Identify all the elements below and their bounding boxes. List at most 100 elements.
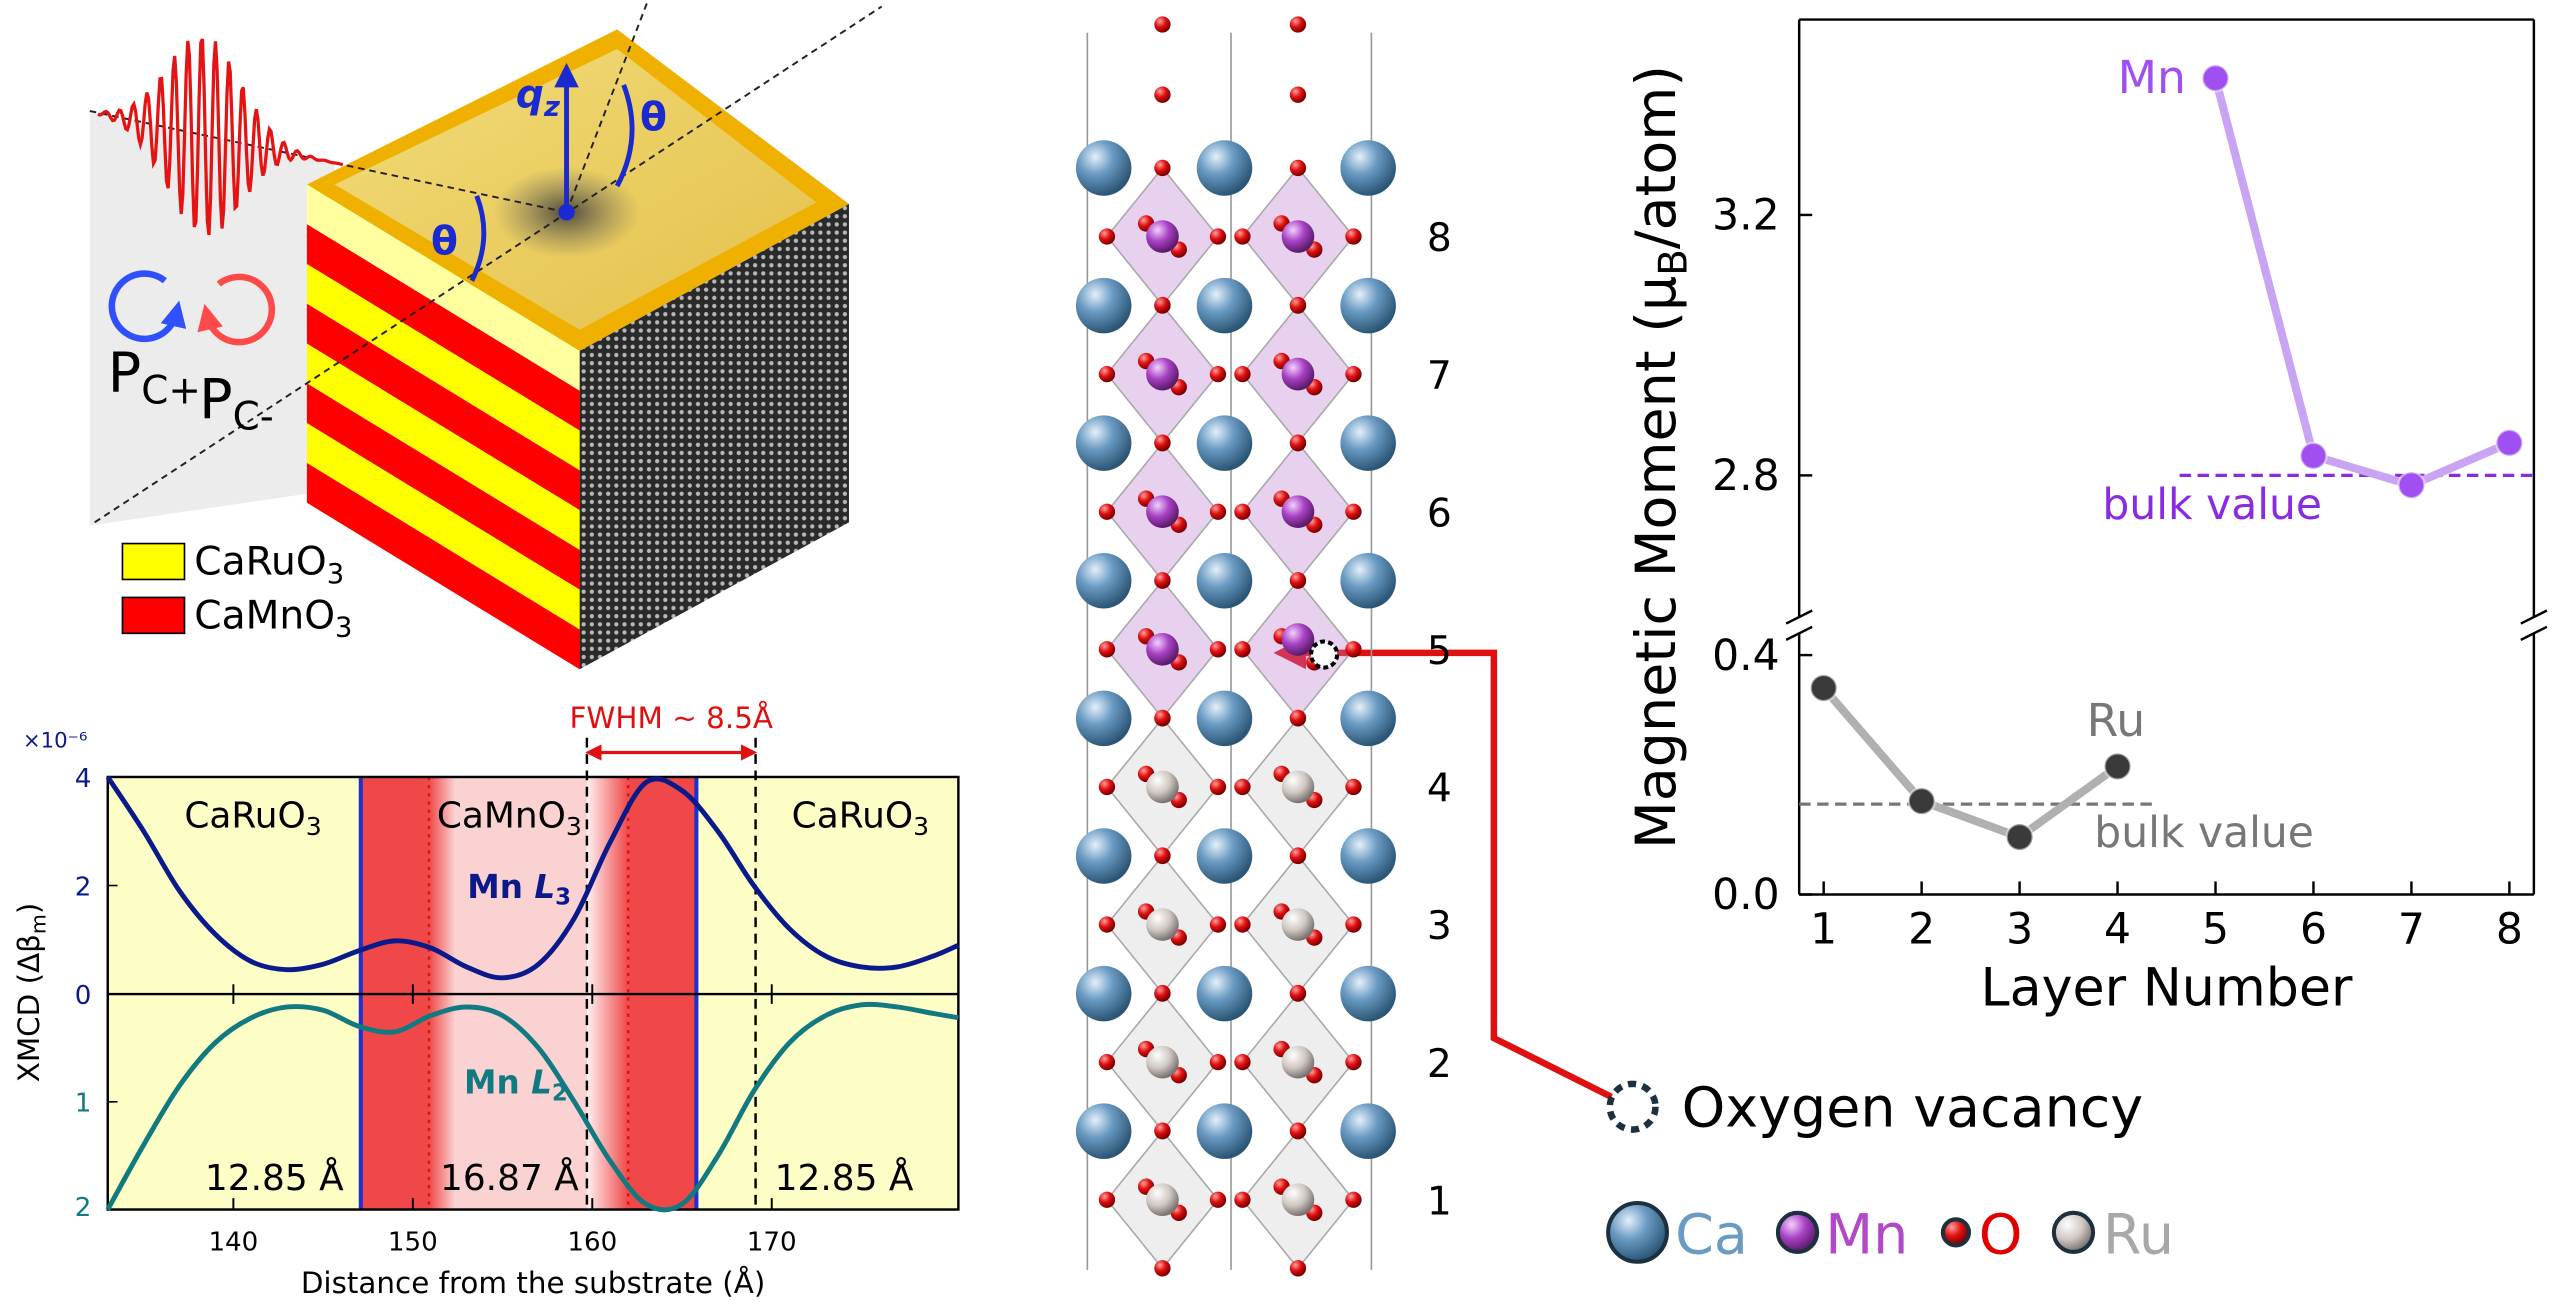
y-tick-label: 0.0 xyxy=(1712,871,1780,920)
moment-marker xyxy=(2397,470,2426,500)
ca-atom xyxy=(1075,277,1132,334)
legend-label: O xyxy=(1979,1203,2023,1268)
series-label-part: Mn xyxy=(467,868,534,906)
ca-atom xyxy=(1340,277,1396,334)
ca-atom xyxy=(1340,690,1396,747)
polarization-label: PC- xyxy=(199,367,274,440)
o-atom xyxy=(1234,365,1251,383)
layer-stripe xyxy=(306,303,580,511)
o-atom xyxy=(1098,916,1116,933)
qz-label-part: z xyxy=(543,92,561,123)
o-atom xyxy=(1209,1053,1227,1071)
x-tick-label: 1 xyxy=(1810,905,1837,954)
axis-break xyxy=(2520,625,2548,641)
region-label: CaMnO3 xyxy=(437,796,582,842)
o-atom xyxy=(1154,159,1171,177)
ca-atom xyxy=(1196,415,1253,471)
moment-marker xyxy=(2103,752,2132,781)
legend-swatch xyxy=(121,542,186,581)
bulk-label: bulk value xyxy=(2102,481,2322,530)
ca-atom xyxy=(1340,1103,1396,1159)
y2-tick-label: 1 xyxy=(75,1089,92,1119)
o-atom xyxy=(1209,503,1227,520)
ca-atom xyxy=(1075,690,1132,747)
o-atom xyxy=(1234,228,1251,245)
o-atom xyxy=(1234,503,1251,520)
o-atom xyxy=(1289,1260,1307,1277)
legend-atom xyxy=(1775,1210,1820,1255)
mn-atom xyxy=(1281,623,1315,656)
layer-stripe xyxy=(306,264,580,471)
x-ray-wave xyxy=(97,38,344,236)
o-atom xyxy=(1345,503,1362,520)
layer-stripe xyxy=(306,184,580,391)
layer-stripe xyxy=(306,462,580,670)
x-tick-label: 4 xyxy=(2104,905,2131,954)
ca-atom xyxy=(1340,965,1396,1022)
ca-atom xyxy=(1340,415,1396,471)
o-atom xyxy=(1345,641,1362,658)
o-atom xyxy=(1345,365,1362,383)
x-tick-label: 8 xyxy=(2496,905,2523,954)
mn-atom xyxy=(1146,220,1179,253)
ca-atom xyxy=(1340,140,1396,196)
y-tick-label: 2.8 xyxy=(1712,452,1780,501)
legend-label-part: CaMnO xyxy=(194,593,335,638)
y-tick-label: 2 xyxy=(75,872,92,902)
ru-atom xyxy=(1281,770,1315,804)
ca-atom xyxy=(1196,828,1253,884)
theta-label: θ xyxy=(640,96,667,141)
ru-atom xyxy=(1146,770,1179,804)
o-atom xyxy=(1345,1053,1362,1071)
theta-label: θ xyxy=(431,220,458,265)
o-atom xyxy=(1154,434,1171,451)
layer-label: 8 xyxy=(1427,216,1452,261)
o-atom xyxy=(1098,1053,1116,1071)
o-atom xyxy=(1234,1191,1251,1208)
axis-break xyxy=(2520,609,2548,625)
legend-label: Ca xyxy=(1675,1203,1748,1268)
mn-atom xyxy=(1146,357,1179,391)
legend-label-part: 3 xyxy=(335,613,352,644)
series-label: Mn xyxy=(2118,51,2186,104)
layer-stripe xyxy=(306,224,580,431)
o-atom xyxy=(1289,434,1307,451)
y-axis-label-part: ) xyxy=(12,903,46,914)
ca-atom xyxy=(1196,553,1253,609)
o-atom xyxy=(1234,1053,1251,1071)
o-atom xyxy=(1154,847,1171,864)
y-axis-label-part: B xyxy=(1652,249,1697,276)
y-axis-label-part: XMCD (Δβ xyxy=(12,934,46,1082)
layer-label: 5 xyxy=(1427,629,1452,674)
o-atom xyxy=(1289,16,1307,33)
series-label-part: 3 xyxy=(555,885,571,911)
y-axis-label-part: /atom) xyxy=(1624,65,1689,249)
region-label-part: CaRuO xyxy=(792,796,913,837)
layer-label: 7 xyxy=(1427,354,1452,399)
o-atom xyxy=(1154,572,1171,589)
mn-atom xyxy=(1281,220,1315,253)
moment-marker xyxy=(1907,786,1936,816)
polarization-label: PC+ xyxy=(108,341,201,414)
mn-atom xyxy=(1281,495,1315,529)
region-label: CaRuO3 xyxy=(792,796,929,842)
o-atom xyxy=(1154,984,1171,1002)
o-atom xyxy=(1098,228,1116,245)
ca-atom xyxy=(1075,553,1132,609)
o-atom xyxy=(1345,1191,1362,1208)
cube-right-face xyxy=(579,204,849,670)
ca-atom xyxy=(1075,965,1132,1022)
o-atom xyxy=(1289,984,1307,1002)
moment-marker xyxy=(1809,673,1838,703)
legend-atom xyxy=(1940,1217,1972,1248)
theta-arc xyxy=(614,84,635,188)
fwhm-label: FWHM ~ 8.5Å xyxy=(569,700,773,735)
legend-label: CaMnO3 xyxy=(194,593,352,643)
legend-label: Ru xyxy=(2103,1203,2174,1268)
o-atom xyxy=(1154,16,1171,33)
crystal-structure xyxy=(1075,16,1396,1277)
legend-swatch xyxy=(121,596,186,635)
ru-atom xyxy=(1281,1183,1315,1217)
ru-atom xyxy=(1146,1183,1179,1217)
